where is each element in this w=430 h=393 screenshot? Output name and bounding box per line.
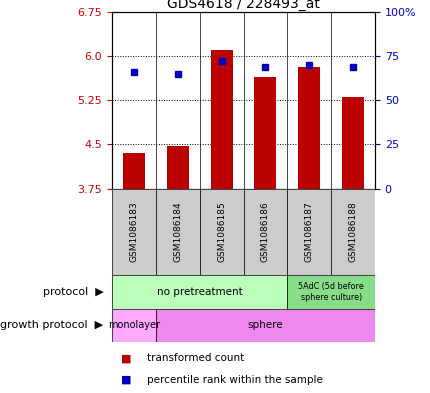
Text: GSM1086183: GSM1086183 xyxy=(129,202,138,262)
Text: GSM1086187: GSM1086187 xyxy=(304,202,313,262)
Text: 5AdC (5d before
sphere culture): 5AdC (5d before sphere culture) xyxy=(298,282,363,301)
Text: growth protocol  ▶: growth protocol ▶ xyxy=(0,320,103,330)
Text: GSM1086188: GSM1086188 xyxy=(348,202,357,262)
Bar xyxy=(123,153,144,189)
Bar xyxy=(287,189,330,275)
Bar xyxy=(156,189,199,275)
Title: GDS4618 / 228493_at: GDS4618 / 228493_at xyxy=(167,0,319,11)
Bar xyxy=(112,275,287,309)
Text: ■: ■ xyxy=(120,353,131,364)
Text: transformed count: transformed count xyxy=(146,353,243,364)
Text: no pretreatment: no pretreatment xyxy=(157,287,242,297)
Text: percentile rank within the sample: percentile rank within the sample xyxy=(146,375,322,385)
Text: GSM1086184: GSM1086184 xyxy=(173,202,182,262)
Bar xyxy=(210,50,232,189)
Bar xyxy=(112,189,156,275)
Bar xyxy=(243,189,287,275)
Bar xyxy=(330,189,374,275)
Bar xyxy=(287,275,374,309)
Bar xyxy=(156,309,374,342)
Bar xyxy=(199,189,243,275)
Bar xyxy=(341,97,363,189)
Text: GSM1086185: GSM1086185 xyxy=(217,202,226,262)
Bar xyxy=(298,66,319,189)
Text: sphere: sphere xyxy=(247,320,283,330)
Bar xyxy=(112,309,156,342)
Bar xyxy=(166,145,188,189)
Text: protocol  ▶: protocol ▶ xyxy=(43,287,103,297)
Text: ■: ■ xyxy=(120,375,131,385)
Text: GSM1086186: GSM1086186 xyxy=(260,202,269,262)
Bar xyxy=(254,77,276,189)
Text: monolayer: monolayer xyxy=(108,320,160,330)
